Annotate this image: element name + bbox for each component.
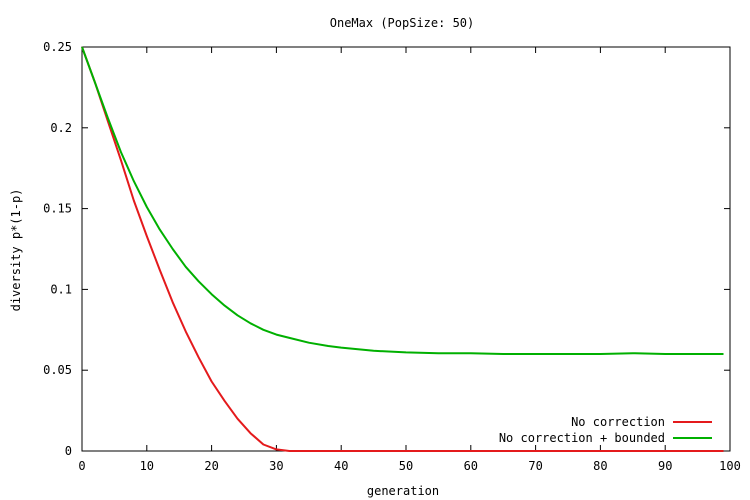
x-tick-label: 60 <box>464 459 478 473</box>
y-tick-label: 0.2 <box>50 121 72 135</box>
y-axis-label: diversity p*(1-p) <box>9 189 23 312</box>
x-tick-label: 90 <box>658 459 672 473</box>
x-tick-label: 0 <box>78 459 85 473</box>
x-axis-label: generation <box>367 484 439 498</box>
plot-frame <box>81 46 731 452</box>
y-tick-label: 0.05 <box>43 363 72 377</box>
legend: No correction No correction + bounded <box>499 415 712 445</box>
axis-ticks: 0 10 20 30 40 50 60 70 80 90 100 0 0.05 0.1 0.15 0.2 0.2… <box>43 40 741 473</box>
legend-label-1: No correction <box>571 415 665 429</box>
y-tick-label: 0 <box>65 444 72 458</box>
legend-label-2: No correction + bounded <box>499 431 665 445</box>
series-layer <box>81 46 724 452</box>
y-tick-label: 0.1 <box>50 282 72 296</box>
series-line-2 <box>81 46 724 355</box>
chart-title: OneMax (PopSize: 50) <box>330 16 475 30</box>
y-tick-label: 0.15 <box>43 202 72 216</box>
x-tick-label: 30 <box>269 459 283 473</box>
x-tick-label: 70 <box>528 459 542 473</box>
x-tick-label: 20 <box>204 459 218 473</box>
x-tick-label: 40 <box>334 459 348 473</box>
x-tick-label: 10 <box>140 459 154 473</box>
y-tick-label: 0.25 <box>43 40 72 54</box>
x-tick-label: 50 <box>399 459 413 473</box>
x-tick-label: 100 <box>719 459 741 473</box>
series-line-1 <box>81 46 724 452</box>
x-tick-label: 80 <box>593 459 607 473</box>
